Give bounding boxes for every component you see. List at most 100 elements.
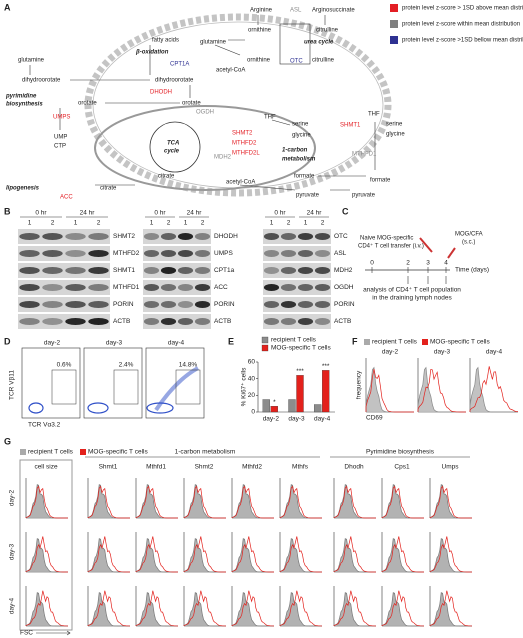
timeline-tick: 3 <box>426 260 430 267</box>
protein-name: DHODH <box>214 233 238 240</box>
histogram <box>231 592 274 627</box>
blot-band <box>65 318 86 325</box>
blot-band <box>194 301 211 308</box>
blot-background <box>18 229 110 244</box>
histogram <box>25 484 68 519</box>
day-title: day-2 <box>44 340 61 347</box>
pathway-text: CTP <box>54 144 66 150</box>
blot-band <box>297 318 314 325</box>
timepoint: 0 hr <box>35 210 47 217</box>
bar <box>314 404 322 413</box>
legend-text: MOG-specific T cells <box>271 345 331 352</box>
histogram <box>429 592 472 627</box>
protein-name: MTHFD2 <box>113 250 140 257</box>
protein-name: PORIN <box>214 301 235 308</box>
x-tick-label: day-2 <box>263 416 280 423</box>
legend-swatch <box>20 449 26 455</box>
histogram <box>279 536 323 573</box>
protein-name: ACTB <box>334 318 351 325</box>
blot-background <box>263 314 331 329</box>
blot-background <box>143 314 211 329</box>
row-label: day-3 <box>9 543 16 560</box>
analysis-text: analysis of CD4⁺ T cell population <box>363 287 461 294</box>
blot-background <box>18 246 110 261</box>
pathway-text: orotate <box>78 101 97 107</box>
blot-band <box>19 267 40 274</box>
blot-band <box>160 250 177 257</box>
histogram <box>25 538 68 573</box>
flow-plot <box>145 347 205 419</box>
pathway-text: cycle <box>164 149 180 155</box>
pathway-text: orotate <box>182 101 201 107</box>
histogram <box>381 592 424 627</box>
histogram <box>135 484 178 519</box>
histogram <box>279 590 323 627</box>
blot-band <box>65 267 86 274</box>
blot-background <box>143 280 211 295</box>
pathway-text: dihydroorotate <box>155 78 194 84</box>
blot-band <box>314 233 331 240</box>
legend-text: MOG-specific T cells <box>88 449 148 456</box>
protein-name: ACTB <box>113 318 130 325</box>
blot-background <box>18 280 110 295</box>
lane-number: 2 <box>97 220 101 227</box>
histogram <box>469 366 518 413</box>
blot-background <box>263 263 331 278</box>
legend-swatch <box>80 449 86 455</box>
timepoint: 0 hr <box>274 210 286 217</box>
legend-swatch <box>390 36 398 44</box>
blot-band <box>177 250 194 257</box>
timepoint: 24 hr <box>307 210 323 217</box>
blot-band <box>194 284 211 291</box>
protein-name: OGDH <box>334 284 354 291</box>
histogram <box>135 536 179 573</box>
blot-band <box>177 284 194 291</box>
histogram <box>469 366 519 412</box>
pathway-text: UMP <box>54 135 67 141</box>
mitochondrion <box>94 105 316 191</box>
blot-background <box>18 297 110 312</box>
pathway-text: TCA <box>167 141 179 147</box>
blot-band <box>280 318 297 325</box>
blot-band <box>280 284 297 291</box>
histogram <box>183 590 227 627</box>
blot-band <box>88 318 109 325</box>
column-title: Mthfd1 <box>146 464 166 471</box>
histogram <box>365 368 414 413</box>
immunization-text: MOG/CFA <box>455 232 483 238</box>
histogram <box>135 538 178 573</box>
pathway-text: lipogenesis <box>6 186 40 192</box>
blot-band <box>143 301 160 308</box>
histogram <box>183 592 226 627</box>
blot-band <box>160 318 177 325</box>
blot-band <box>194 233 211 240</box>
protein-name: PORIN <box>334 301 355 308</box>
legend-text: protein level z-score >1SD bellow mean d… <box>402 38 523 44</box>
column-title: Shmt1 <box>99 464 118 471</box>
pathway-text: 1-carbon <box>282 148 308 154</box>
blot-band <box>65 250 86 257</box>
x-tick-label: day-3 <box>288 416 305 423</box>
blot-band <box>88 233 109 240</box>
legend-text: protein level z-score > 1SD above mean d… <box>402 6 523 12</box>
pathway-text: glycine <box>292 133 311 139</box>
blot-band <box>280 301 297 308</box>
axis-label: TCR Vα3.2 <box>28 422 61 429</box>
tca-circle <box>149 121 201 173</box>
column-title: Mthfd2 <box>242 464 262 471</box>
pathway-text: CPT1A <box>170 62 189 68</box>
flow-population <box>154 366 199 412</box>
blot-band <box>42 318 63 325</box>
legend-swatch <box>390 20 398 28</box>
day-title: day-4 <box>168 340 185 347</box>
histogram <box>25 485 68 519</box>
blot-band <box>177 267 194 274</box>
legend-swatch <box>390 4 398 12</box>
histogram <box>279 484 322 519</box>
blot-band <box>160 267 177 274</box>
timeline-tick: 4 <box>444 260 448 267</box>
blot-band <box>160 301 177 308</box>
blot-band <box>19 318 40 325</box>
pathway-text: glutamine <box>200 40 227 46</box>
